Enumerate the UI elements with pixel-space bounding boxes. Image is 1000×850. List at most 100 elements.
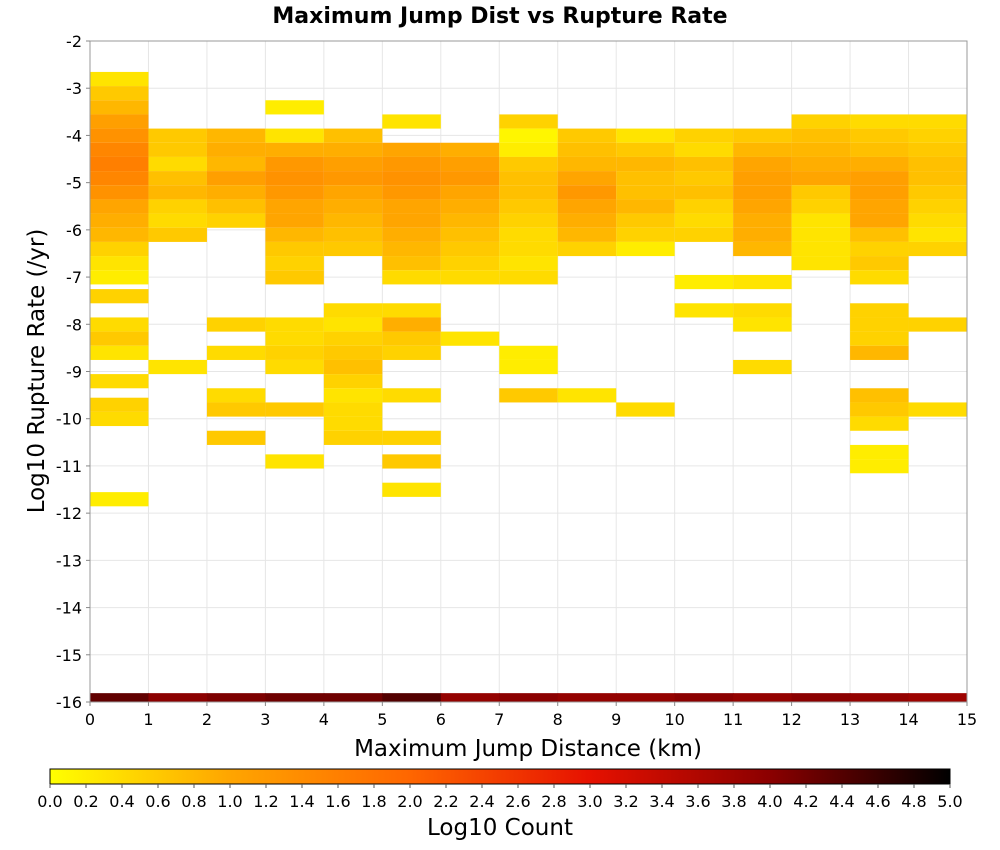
heatmap-cell [850,317,909,332]
heatmap-cell [382,430,441,445]
colorbar-tick-label: 3.4 [649,792,674,811]
heatmap-cell [499,142,558,157]
y-tick-label: -8 [66,315,82,334]
heatmap-cell [557,388,617,403]
heatmap-cell [674,142,734,157]
colorbar-tick-label: 3.0 [577,792,602,811]
heatmap-cell [90,374,149,389]
heatmap-cell [733,227,792,242]
heatmap-cell [90,100,149,115]
heatmap-cell [791,156,851,172]
heatmap-cell [499,256,558,271]
heatmap-cell [323,317,383,332]
y-tick-label: -9 [66,363,82,382]
heatmap-cell [265,156,324,172]
heatmap-cell [148,171,207,186]
heatmap-cell [616,227,675,242]
colorbar-tick-label: 1.2 [253,792,278,811]
heatmap-cell [265,227,324,242]
x-tick-label: 2 [202,710,212,729]
heatmap-cell [323,227,383,242]
x-tick-label: 10 [664,710,684,729]
heatmap-cell [265,171,324,186]
heatmap-cell [440,185,500,200]
heatmap-cell [499,359,558,375]
heatmap-cell [90,492,149,507]
x-tick-label: 15 [957,710,977,729]
colorbar-tick-label: 4.6 [865,792,890,811]
heatmap-cell [206,199,266,214]
heatmap-cell [674,274,734,290]
heatmap-cell [499,128,558,143]
heatmap-cell [557,199,617,214]
baseline-cell [323,693,383,702]
x-tick-label: 7 [494,710,504,729]
heatmap-cell [90,227,149,242]
heatmap-cell [90,397,149,412]
heatmap-cell [90,289,149,304]
y-tick-label: -15 [56,646,82,665]
colorbar-ticks: 0.0 0.2 0.4 0.6 0.8 1.0 1.2 1.4 1.6 1.8 2.0 2.2 2.4 2… [37,784,963,811]
heatmap-cell [323,171,383,186]
heatmap-cell [850,303,909,318]
heatmap-cell [674,199,734,214]
heatmap-cell [791,185,851,200]
heatmap-cell [616,185,675,200]
heatmap-cell [499,171,558,186]
x-tick-label: 1 [143,710,153,729]
baseline-cell [674,693,734,702]
heatmap-cell [148,156,207,172]
heatmap-cell [908,213,967,228]
heatmap-cell [382,142,441,157]
heatmap-cell [850,345,909,360]
heatmap-cell [850,199,909,214]
colorbar-tick-label: 0.4 [109,792,134,811]
heatmap-cell [148,227,207,242]
heatmap-cell [323,388,383,403]
heatmap-cell [616,213,675,228]
colorbar-tick-label: 0.6 [145,792,170,811]
heatmap-cell [440,199,500,214]
colorbar-tick-label: 1.4 [289,792,314,811]
heatmap-cell [323,331,383,346]
colorbar-tick-label: 2.2 [433,792,458,811]
heatmap-cell [323,374,383,389]
heatmap-cell [323,345,383,360]
heatmap-cell [323,241,383,257]
heatmap-cell [440,171,500,186]
heatmap-cell [90,114,149,129]
heatmap-cell [908,114,967,129]
heatmap-cell [90,411,149,427]
y-axis-ticks: -2 -3 -4 -5 -6 -7 -8 -9 -10 -11 -12 -13 -14 -15 -16 [56,32,90,712]
heatmap-cell [148,185,207,200]
baseline-cell [265,693,325,702]
heatmap-cell [206,345,266,360]
x-tick-label: 9 [611,710,621,729]
y-tick-label: -11 [56,457,82,476]
heatmap-cell [733,171,792,186]
colorbar-tick-label: 2.0 [397,792,422,811]
heatmap-cell [850,459,909,474]
colorbar [49,768,951,785]
heatmap-cell [499,227,558,242]
colorbar-tick-label: 2.8 [541,792,566,811]
heatmap-cell [791,213,851,228]
heatmap-cell [791,256,851,271]
x-tick-label: 8 [553,710,563,729]
x-tick-label: 14 [898,710,918,729]
heatmap-cell [323,402,383,417]
y-axis-label: Log10 Rupture Rate (/yr) [24,229,50,514]
baseline-cell [382,693,442,702]
baseline-cell [206,693,266,702]
heatmap-cell [206,402,266,417]
heatmap-cell [557,128,617,143]
x-tick-label: 4 [319,710,329,729]
heatmap-cell [323,156,383,172]
heatmap-cell [265,241,324,257]
heatmap-cell [90,331,149,346]
baseline-cell [733,693,793,702]
heatmap-cell [440,142,500,157]
heatmap-cell [90,241,149,257]
x-tick-label: 11 [723,710,743,729]
heatmap-cell [908,128,967,143]
